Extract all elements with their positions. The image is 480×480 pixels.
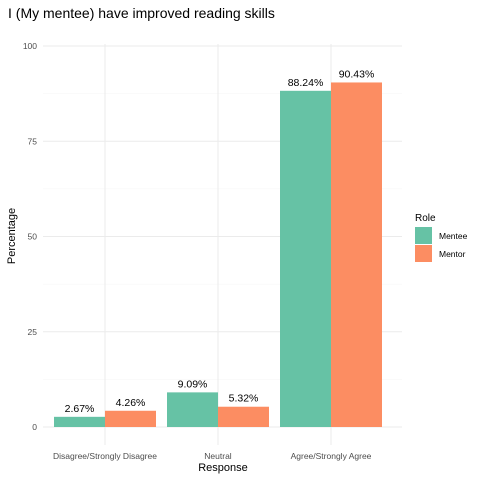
legend-key-mentee (415, 227, 432, 244)
x-tick-label: Agree/Strongly Agree (291, 451, 372, 461)
legend: Role Mentee Mentor (415, 213, 468, 262)
bar-value-label: 88.24% (288, 77, 324, 89)
x-tick-label: Neutral (204, 451, 232, 461)
y-axis-ticks: 0 25 50 75 100 (23, 41, 37, 432)
y-tick-label: 0 (32, 422, 37, 432)
chart-title: I (My mentee) have improved reading skil… (8, 5, 275, 21)
bar-value-label: 2.67% (65, 403, 95, 415)
y-axis-title: Percentage (6, 208, 18, 264)
legend-title: Role (415, 213, 436, 224)
y-tick-label: 100 (23, 41, 37, 51)
bar-value-label: 4.26% (116, 397, 146, 409)
legend-label: Mentor (439, 249, 466, 259)
bars (54, 82, 382, 427)
x-tick-label: Disagree/Strongly Disagree (53, 451, 157, 461)
bar-value-label: 9.09% (178, 378, 208, 390)
bar-mentor (218, 406, 269, 427)
bar-mentee (167, 392, 218, 427)
legend-label: Mentee (439, 231, 468, 241)
x-axis-ticks: Disagree/Strongly Disagree Neutral Agree/S… (53, 451, 372, 461)
x-axis-title: Response (198, 462, 248, 474)
bar-mentor (331, 82, 382, 427)
bar-labels: 2.67% 4.26% 9.09% 5.32% 88.24% 90.43% (65, 68, 375, 414)
y-tick-label: 75 (28, 136, 38, 146)
y-tick-label: 25 (28, 327, 38, 337)
bar-mentor (105, 410, 156, 427)
bar-mentee (54, 416, 105, 427)
bar-value-label: 90.43% (339, 68, 375, 80)
bar-mentee (280, 90, 331, 427)
legend-key-mentor (415, 245, 432, 262)
y-tick-label: 50 (28, 232, 38, 242)
bar-value-label: 5.32% (229, 393, 259, 405)
